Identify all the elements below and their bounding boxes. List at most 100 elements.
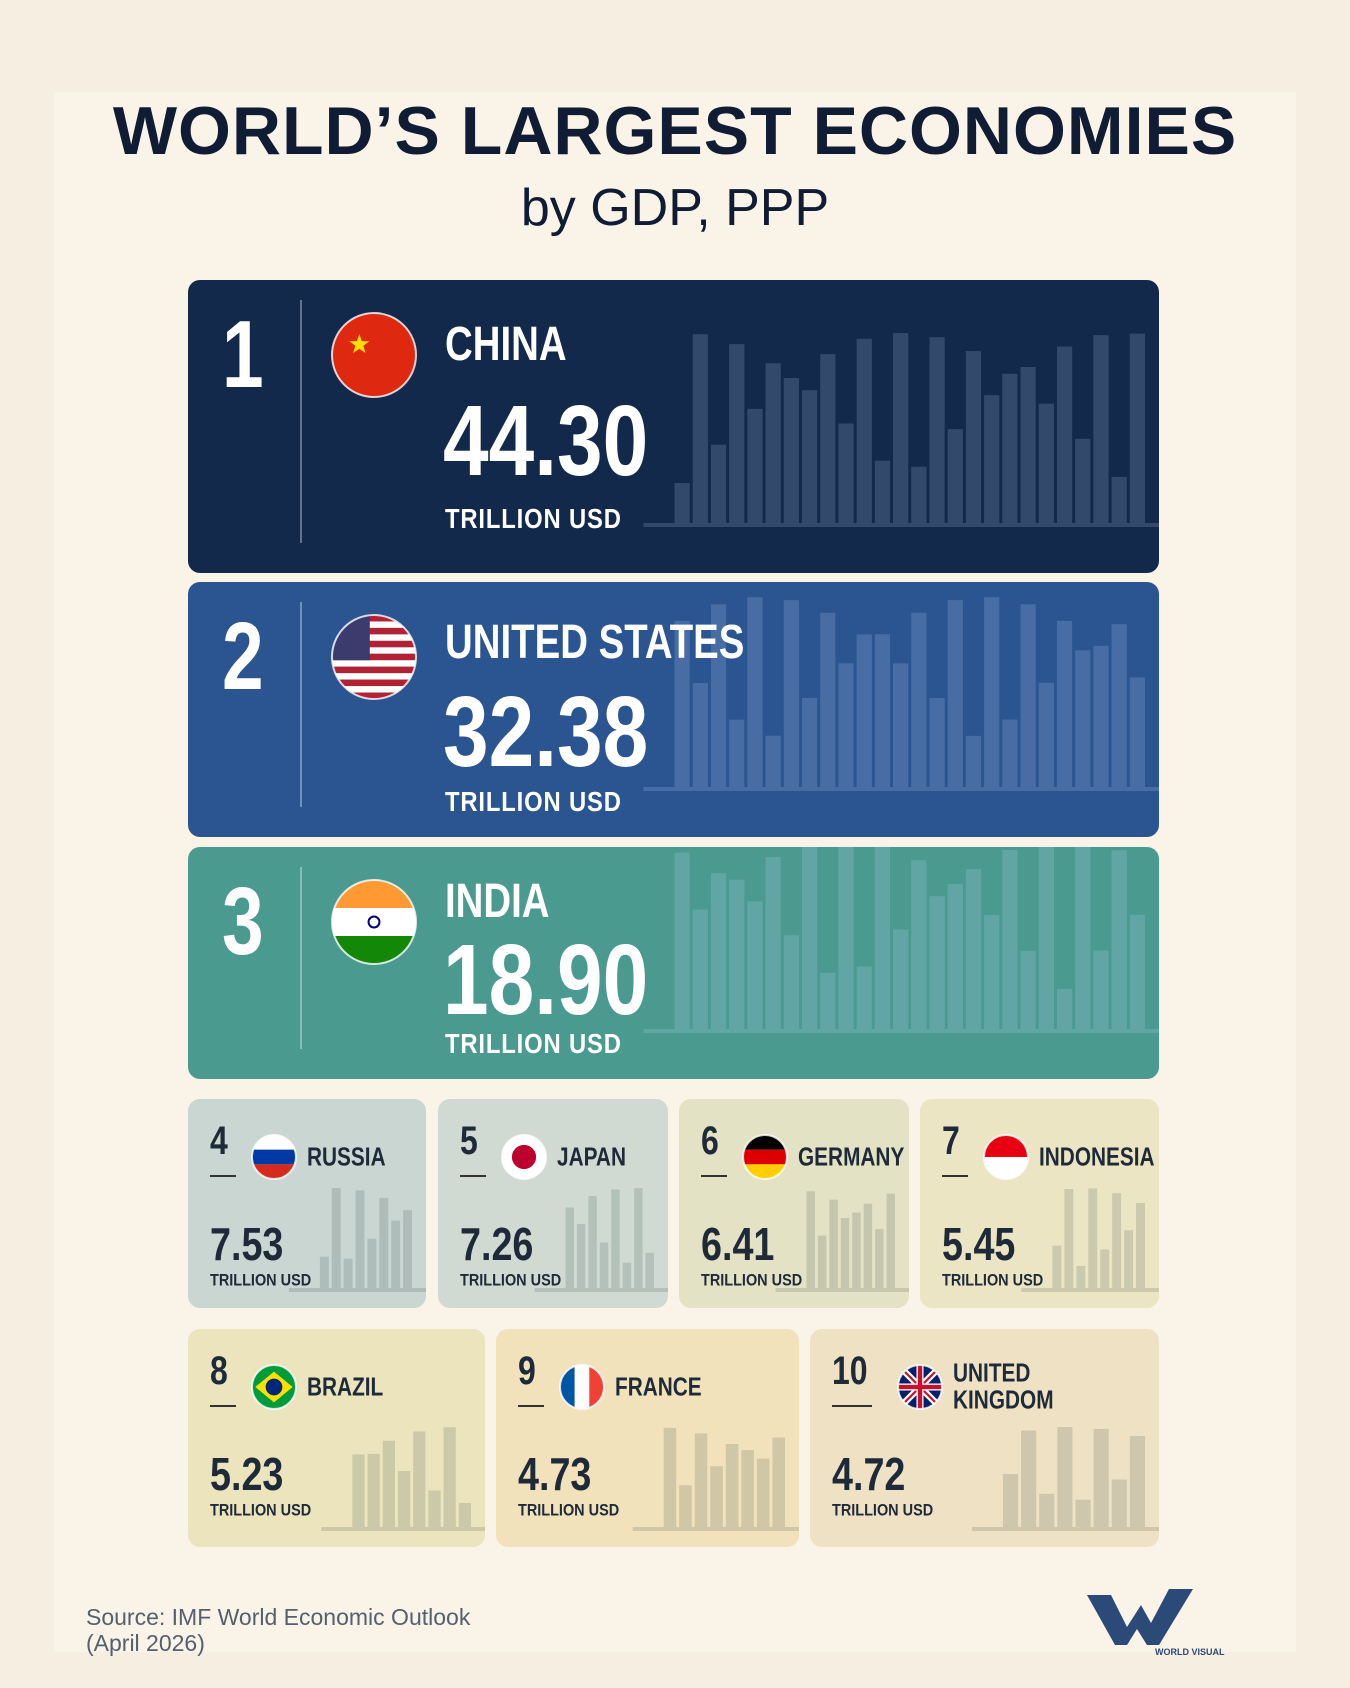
card-art [251, 1134, 426, 1292]
card-art [331, 312, 1159, 527]
flag-part [332, 679, 416, 687]
skyline-building [331, 1188, 341, 1288]
flag-part [332, 647, 416, 654]
card-art [331, 847, 1159, 1033]
country-card: 10 UNITED KINGDOM 4.72 TRILLION USD [810, 1329, 1159, 1547]
country-card: 7 INDONESIA 5.45 TRILLION USD [920, 1099, 1159, 1308]
skyline-building [355, 1190, 365, 1288]
skyline-building [367, 1238, 377, 1288]
country-card: 2 UNITED STATES 32.38 TRILLION USD [188, 582, 1159, 837]
skyline-building [413, 1431, 426, 1527]
flag-ring [251, 1134, 297, 1180]
skyline-building [1136, 1202, 1145, 1288]
flag-part [332, 653, 416, 661]
country-card: 3 INDIA 18.90 TRILLION USD [188, 847, 1159, 1079]
rank: 9 [518, 1349, 536, 1393]
skyline-ground [643, 523, 1159, 527]
skyline-building [801, 697, 818, 787]
skyline-building [1100, 1249, 1110, 1288]
skyline-ground [321, 1527, 485, 1531]
skyline-building [694, 1433, 708, 1527]
skyline-building [838, 423, 854, 523]
unit: TRILLION USD [518, 1500, 620, 1520]
skyline-building [840, 1217, 850, 1288]
flag-globe [265, 1378, 283, 1396]
skyline-building [765, 735, 781, 787]
skyline-building [319, 1256, 329, 1288]
skyline-building [1064, 1188, 1074, 1288]
skyline-building [741, 1450, 754, 1527]
flag-ring [331, 614, 417, 700]
flag-part [332, 634, 416, 641]
skyline-building [1111, 476, 1127, 523]
skyline-building [1020, 367, 1036, 523]
skyline-building [838, 847, 854, 1029]
flag-part [984, 1135, 1028, 1157]
rank: 8 [210, 1349, 228, 1393]
gdp-value: 6.41 [701, 1218, 775, 1270]
card-art [742, 1134, 909, 1292]
skyline-building [403, 1210, 412, 1288]
logo-text: WORLD VISUALIZED [1155, 1647, 1225, 1657]
country-name: INDIA [445, 875, 550, 928]
skyline-building [947, 884, 963, 1029]
flag-part [332, 880, 416, 908]
skyline-building [783, 935, 799, 1029]
rank: 7 [942, 1119, 960, 1163]
skyline-building [984, 597, 1000, 787]
unit: TRILLION USD [942, 1270, 1044, 1290]
card-art [251, 1364, 485, 1531]
country-name: UNITED STATES [445, 616, 745, 669]
flag-part [332, 666, 416, 674]
skyline-building [1093, 645, 1109, 787]
skyline-building [1002, 850, 1018, 1029]
skyline-building [817, 1235, 827, 1288]
skyline-building [820, 354, 836, 523]
subtitle: by GDP, PPP [520, 179, 830, 237]
skyline-building [1093, 950, 1109, 1029]
skyline-building [1038, 682, 1054, 787]
flag-part [332, 615, 416, 622]
skyline-building [874, 847, 891, 1029]
rank-rule [210, 1175, 236, 1177]
skyline-building [663, 1427, 677, 1527]
divider [300, 300, 302, 543]
skyline-building [929, 896, 945, 1029]
flag-part [252, 1149, 296, 1165]
skyline-building [692, 682, 708, 787]
skyline-building [565, 1207, 574, 1288]
country-card: 6 GERMANY 6.41 TRILLION USD [679, 1099, 909, 1308]
flag-ring [251, 1364, 297, 1410]
skyline-building [622, 1262, 632, 1288]
rank-rule [942, 1175, 968, 1177]
skyline-building [1093, 1428, 1109, 1527]
skyline-building [856, 338, 872, 523]
skyline-building [783, 600, 799, 787]
country-name: GERMANY [798, 1141, 905, 1172]
skyline-building [710, 1466, 723, 1527]
skyline-building [1021, 1430, 1037, 1527]
skyline-building [765, 363, 781, 523]
unit: TRILLION USD [210, 1270, 312, 1290]
skyline-building [710, 604, 727, 787]
flag-part [332, 627, 416, 635]
flag [332, 615, 416, 699]
skyline-building [645, 1252, 654, 1288]
skyline-building [729, 344, 745, 523]
skyline-building [379, 1197, 389, 1288]
flag-part [332, 673, 416, 680]
unit: TRILLION USD [445, 1028, 622, 1059]
source-date: (April 2026) [86, 1630, 205, 1656]
skyline-building [679, 1485, 692, 1527]
flag-ring [559, 1364, 605, 1410]
flag-part [984, 1157, 1028, 1179]
skyline-building [801, 390, 818, 523]
skyline-building [428, 1490, 441, 1527]
skyline-ground [643, 787, 1159, 791]
country-name: UNITED KINGDOM [953, 1357, 1054, 1415]
rank-rule [460, 1175, 486, 1177]
gdp-value: 5.23 [210, 1448, 284, 1500]
skyline-building [710, 444, 727, 523]
skyline-ground [643, 1029, 1159, 1033]
